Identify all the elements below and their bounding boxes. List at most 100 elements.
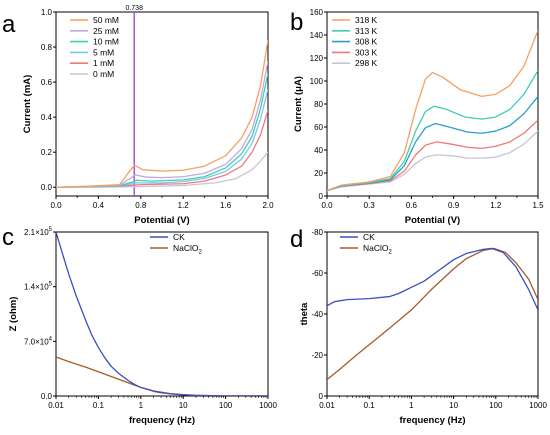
x-axis-label: Potential (V) [134,215,189,226]
y-axis-label: Z (ohm) [8,297,19,332]
x-axis-label: frequency (Hz) [129,415,195,426]
x-tick-label: 1.2 [178,201,190,210]
series-line [56,88,268,188]
legend-entry: 318 K [355,15,378,25]
series-line [327,70,538,192]
y-tick-label: 0.4 [41,113,53,122]
y-tick-label: 160 [310,8,324,17]
y-tick-label: 2.1×105 [24,227,53,237]
y-tick-label: 7.0×104 [24,336,53,346]
x-tick-label: 1000 [259,401,277,410]
y-tick-label: 120 [310,54,324,63]
panel-letter-b: b [290,9,303,36]
legend-entry: 25 mM [93,26,119,36]
y-axis-label: theta [299,302,310,325]
x-axis-label: Potential (V) [405,215,460,226]
y-tick-label: 1.4×105 [24,282,53,292]
series-line [327,30,538,192]
legend-entry: 0 mM [93,69,114,79]
legend-entry: 10 mM [93,37,119,47]
legend-entry: 298 K [355,58,378,68]
panel-letter-d: d [290,226,303,253]
y-tick-label: 0.2 [41,148,53,157]
legend-entry: NaClO2 [173,243,203,256]
x-tick-label: 0.4 [93,201,105,210]
x-axis-label: frequency (Hz) [400,415,466,426]
legend-entry: NaClO2 [363,243,393,256]
legend-entry: 303 K [355,47,378,57]
x-tick-label: 0.6 [406,201,418,210]
x-tick-label: 1.2 [490,201,502,210]
y-tick-label: 0.0 [41,392,53,401]
x-tick-label: 0.8 [135,201,147,210]
legend-entry: 308 K [355,37,378,47]
y-tick-label: -20 [311,351,323,360]
legend-entry: 313 K [355,26,378,36]
x-tick-label: 1000 [529,401,547,410]
y-tick-label: 40 [314,146,323,155]
y-tick-label: 0.0 [41,183,53,192]
x-tick-label: 0.1 [364,401,376,410]
x-tick-label: 0.01 [48,401,64,410]
y-tick-label: 1.0 [41,8,53,17]
x-tick-label: 2.0 [262,201,274,210]
y-tick-label: 100 [310,77,324,86]
series-line [56,232,268,396]
x-tick-label: 0.0 [321,201,333,210]
series-group [56,232,268,396]
series-line [56,73,268,188]
plot-frame [55,231,269,397]
series-line [56,356,268,396]
x-tick-label: 10 [179,401,188,410]
y-axis-label: Current (mA) [22,75,33,134]
x-tick-label: 10 [449,401,458,410]
potential-marker-label: 0.738 [125,5,143,12]
x-tick-label: 100 [489,401,503,410]
series-group [327,247,538,381]
x-tick-label: 1.6 [220,201,232,210]
x-tick-label: 0.1 [93,401,105,410]
x-tick-label: 0.3 [364,201,376,210]
y-tick-label: 0.6 [41,78,53,87]
panel-c: c 0.01 0.1 1 10 100 1000 0.0 7.0×104 1.4×105 2.1×1… [2,224,277,426]
legend-entry: 5 mM [93,47,114,57]
series-group [56,39,268,188]
legend-entry: CK [363,232,375,242]
series-line [56,109,268,188]
y-tick-label: 140 [310,31,324,40]
y-tick-label: -60 [311,269,323,278]
legend-entry: 1 mM [93,58,114,68]
y-tick-label: 20 [314,169,323,178]
series-line [327,119,538,192]
x-tick-label: 0.0 [50,201,62,210]
x-tick-label: 100 [219,401,233,410]
series-line [56,39,268,188]
series-group [327,30,538,192]
legend-entry: 50 mM [93,15,119,25]
y-tick-label: 60 [314,123,323,132]
y-tick-label: 0.8 [41,43,53,52]
legend-entry: CK [173,232,185,242]
x-tick-label: 0.9 [448,201,460,210]
x-tick-label: 0.01 [319,401,335,410]
y-tick-label: 80 [314,100,323,109]
x-tick-label: 1 [409,401,414,410]
y-tick-label: -40 [311,310,323,319]
series-line [56,60,268,188]
panel-letter-c: c [2,224,14,251]
series-line [327,130,538,192]
panel-b: b 0.0 0.3 0.6 0.9 1.2 1.5 0 20 40 60 80 100 120 140 160… [290,8,544,226]
series-line [327,96,538,192]
series-line [327,247,538,381]
series-line [327,247,538,311]
panel-d: d 0.01 0.1 1 10 100 1000 0 -20 -40 -60 -80 frequency… [290,226,547,426]
x-tick-label: 1 [139,401,144,410]
y-tick-label: 0 [319,192,324,201]
y-tick-label: -80 [311,228,323,237]
y-axis-label: Current (μA) [293,76,304,132]
y-tick-label: 0 [319,392,324,401]
